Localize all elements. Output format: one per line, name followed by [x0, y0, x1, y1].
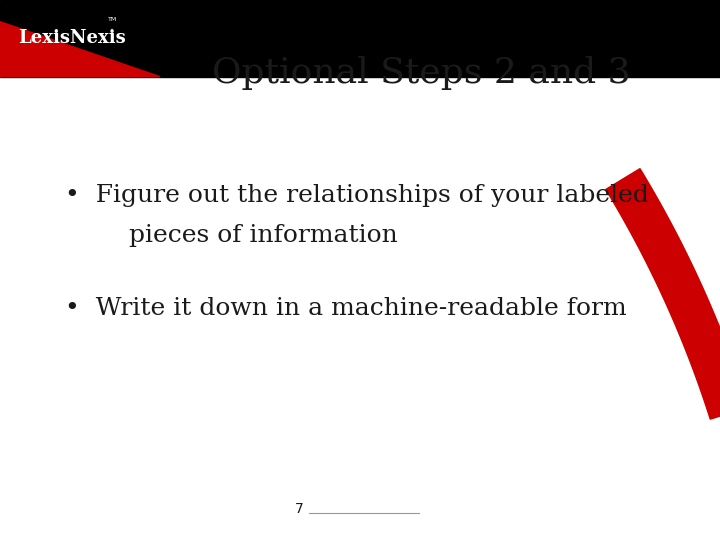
- Text: •  Write it down in a machine-readable form: • Write it down in a machine-readable fo…: [65, 297, 626, 320]
- Text: pieces of information: pieces of information: [97, 224, 398, 247]
- Polygon shape: [606, 168, 720, 419]
- Polygon shape: [0, 22, 160, 77]
- Bar: [0, 0, 720, 77]
- Text: LexisNexis: LexisNexis: [18, 29, 126, 48]
- Text: Optional Steps 2 and 3: Optional Steps 2 and 3: [212, 56, 631, 90]
- Text: TM: TM: [108, 17, 117, 22]
- Text: •  Figure out the relationships of your labeled: • Figure out the relationships of your l…: [65, 184, 649, 207]
- Text: 7: 7: [294, 502, 303, 516]
